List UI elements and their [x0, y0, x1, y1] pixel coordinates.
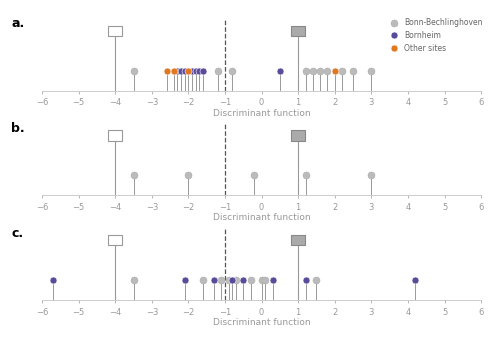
- Bar: [292, 26, 305, 36]
- Bar: [292, 130, 305, 141]
- X-axis label: Discriminant function: Discriminant function: [213, 213, 310, 222]
- Text: a.: a.: [12, 17, 24, 30]
- Bar: [292, 235, 305, 246]
- Bar: [108, 26, 122, 36]
- Bar: [108, 130, 122, 141]
- Bar: [108, 235, 122, 246]
- X-axis label: Discriminant function: Discriminant function: [213, 109, 310, 118]
- Text: b.: b.: [12, 122, 25, 135]
- X-axis label: Discriminant function: Discriminant function: [213, 318, 310, 327]
- Legend: Bonn-Bechlinghoven, Bornheim, Other sites: Bonn-Bechlinghoven, Bornheim, Other site…: [384, 15, 486, 56]
- Text: c.: c.: [12, 227, 24, 240]
